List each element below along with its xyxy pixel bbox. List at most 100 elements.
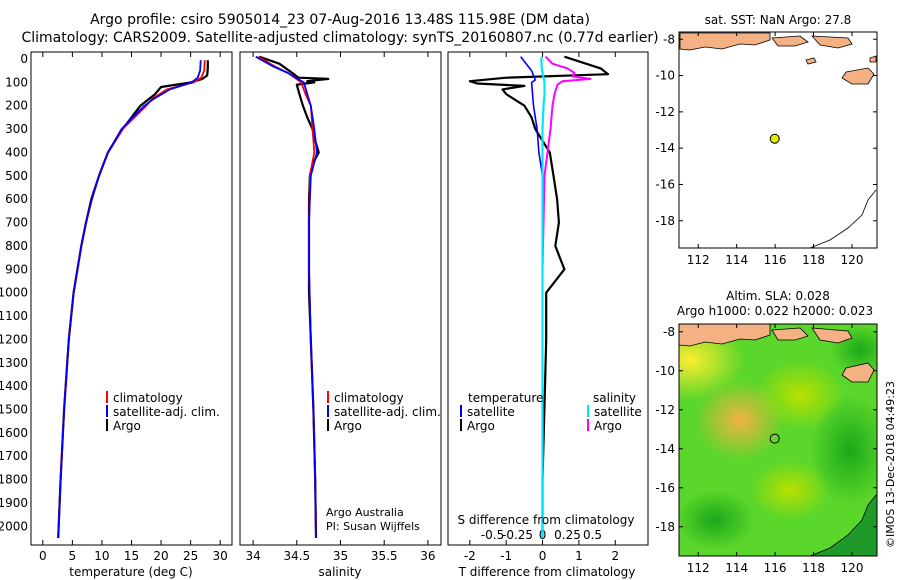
x-tick-label: 35.5 (371, 549, 398, 563)
argo-float-marker (769, 133, 780, 144)
difference-toplabel: S difference from climatology (458, 513, 635, 527)
sla-map-ticks: 112 114 116 118 120 -8 -10 -12 -14 -16 -18 (655, 324, 877, 575)
depth-tick-label: 1700 (0, 449, 28, 463)
depth-tick-label: 200 (5, 99, 28, 113)
series-satellite-adj-clim- (57, 60, 202, 539)
salinity-legend: climatology satellite-adj. clim. Argo (327, 391, 441, 433)
sst-map-panel: sat. SST: NaN Argo: 27.8 112 114 116 118 120… (655, 13, 878, 267)
land-java (679, 32, 771, 51)
depth-tick-label: 1800 (0, 473, 28, 487)
depth-tick-label: 0 (20, 52, 28, 66)
land-sumbawa (811, 327, 853, 344)
x-tick-label: 20 (153, 549, 168, 563)
map-y-tick-label: -12 (655, 403, 675, 417)
depth-tick-label: 300 (5, 122, 28, 136)
salinity-panel: 34 34.5 35 35.5 36 salinity climatology sate… (239, 51, 442, 579)
legend-salinity-title: salinity (593, 391, 636, 405)
land-sumbawa (811, 35, 853, 49)
temperature-panel: 0 5 10 15 20 25 30 temperature (deg C) climato… (30, 51, 233, 579)
series-s-satellite (540, 56, 546, 538)
sla-low-east (810, 395, 877, 505)
depth-tick-label: 1100 (0, 309, 28, 323)
sst-map-title: sat. SST: NaN Argo: 27.8 (705, 13, 852, 27)
map-y-tick-label: -18 (655, 520, 675, 534)
depth-tick-label: 2000 (0, 519, 28, 533)
map-y-tick-label: -8 (663, 325, 675, 339)
temperature-xlabel: temperature (deg C) (69, 565, 192, 579)
map-y-tick-label: -10 (655, 364, 675, 378)
map-x-tick-label: 112 (687, 561, 710, 575)
depth-tick-label: 100 (5, 75, 28, 89)
land-bali-lombok (771, 35, 809, 47)
map-y-tick-label: -14 (655, 442, 675, 456)
sla-map-subtitle: Argo h1000: 0.022 h2000: 0.023 (677, 304, 873, 318)
x-tick-label: 34.5 (283, 549, 310, 563)
legend-t-argo-label: Argo (467, 419, 495, 433)
depth-tick-label: 1300 (0, 356, 28, 370)
depth-tick-label: 1600 (0, 426, 28, 440)
map-x-tick-label: 116 (764, 253, 787, 267)
map-x-tick-label: 114 (725, 253, 748, 267)
sla-field (679, 324, 877, 556)
x-tick-label: 2 (611, 549, 619, 563)
credit-line-1: Argo Australia (326, 506, 404, 519)
land-java (679, 324, 771, 347)
salinity-xlabel: salinity (318, 565, 361, 579)
series-satellite-adj-clim- (255, 55, 318, 539)
land-islet-east (869, 55, 877, 63)
depth-tick-label: 1400 (0, 379, 28, 393)
coastline-australia (809, 493, 877, 556)
difference-xlabel: T difference from climatology (458, 565, 636, 579)
title-line-2: Climatology: CARS2009. Satellite-adjuste… (21, 30, 658, 46)
depth-tick-label: 400 (5, 145, 28, 159)
map-y-tick-label: -16 (655, 177, 675, 191)
s-diff-tick-label: -0.25 (502, 528, 533, 542)
sst-map-ticks: 112 114 116 118 120 -8 -10 -12 -14 -16 -18 (655, 32, 877, 267)
map-y-tick-label: -8 (663, 32, 675, 46)
legend-temperature-title: temperature (468, 391, 543, 405)
temperature-legend: climatology satellite-adj. clim. Argo (106, 391, 220, 433)
legend-satellite-label: satellite-adj. clim. (334, 405, 441, 419)
map-y-tick-label: -12 (655, 105, 675, 119)
s-diff-tick-label: 0.25 (554, 528, 581, 542)
land-sumba (841, 362, 875, 383)
map-y-tick-label: -14 (655, 141, 675, 155)
legend-argo-label: Argo (334, 419, 362, 433)
land-bali-lombok (771, 327, 809, 341)
depth-tick-label: 900 (5, 262, 28, 276)
difference-series (468, 55, 610, 538)
credit-line-2: PI: Susan Wijffels (326, 520, 420, 533)
x-tick-label: 36 (420, 549, 435, 563)
title-line-1: Argo profile: csiro 5905014_23 07-Aug-20… (90, 12, 590, 28)
x-tick-label: 15 (124, 549, 139, 563)
legend-argo-label: Argo (113, 419, 141, 433)
sla-mid-south (750, 460, 830, 520)
coastline-australia (809, 189, 877, 249)
depth-tick-label: 800 (5, 239, 28, 253)
map-x-tick-label: 112 (687, 253, 710, 267)
map-y-tick-label: -16 (655, 481, 675, 495)
sla-low-sw (679, 490, 755, 550)
legend-climatology-label: climatology (113, 391, 183, 405)
map-x-tick-label: 120 (841, 253, 864, 267)
legend-s-satellite-label: satellite (594, 405, 642, 419)
temperature-series (57, 60, 209, 539)
map-x-tick-label: 116 (764, 561, 787, 575)
legend-s-argo-label: Argo (594, 419, 622, 433)
temperature-plot-frame (30, 51, 233, 546)
x-tick-label: 34 (245, 549, 260, 563)
series-t-argo (468, 55, 610, 538)
x-tick-label: 5 (69, 549, 77, 563)
depth-tick-label: 1000 (0, 286, 28, 300)
x-tick-label: -2 (464, 549, 476, 563)
map-y-tick-label: -18 (655, 214, 675, 228)
sla-map-frame (678, 323, 878, 557)
depth-axis: 0 100 200 300 400 500 600 700 800 900 1000 1100 1200… (0, 52, 648, 533)
difference-x-ticks: -2 -1 0 1 2-0.5-0.25 0 0.25 0.5 (464, 52, 619, 563)
salinity-x-ticks: 34 34.5 35 35.5 36 (245, 52, 436, 563)
x-tick-label: 0 (39, 549, 47, 563)
difference-legend: temperature satellite Argo salinity sate… (460, 391, 642, 433)
depth-tick-label: 1500 (0, 402, 28, 416)
land-sumba (841, 67, 875, 85)
sst-map-land (679, 32, 877, 249)
